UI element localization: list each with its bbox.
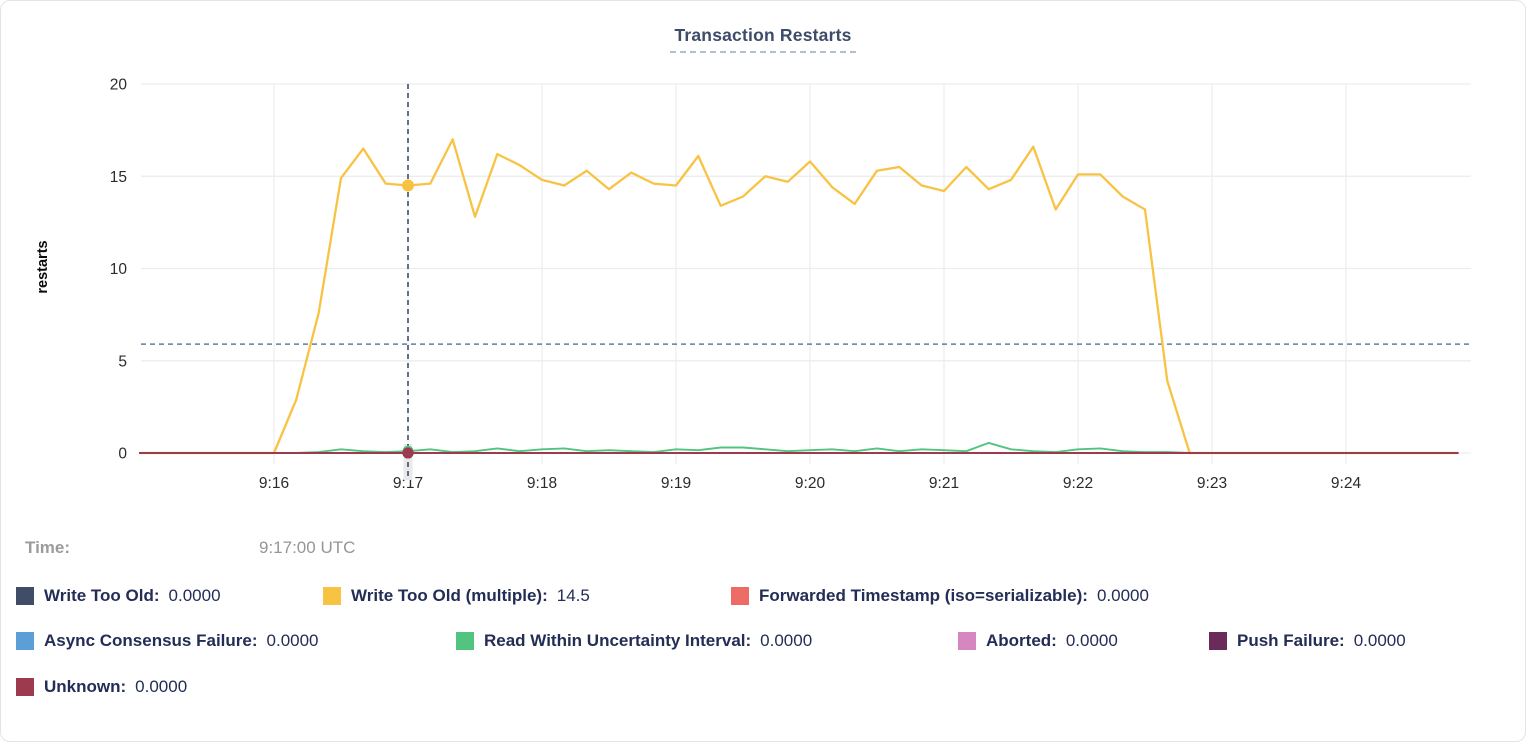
legend-item-write-too-old-multiple[interactable]: Write Too Old (multiple): 14.5 — [323, 586, 590, 606]
legend-item-forwarded-timestamp-iso-serializable[interactable]: Forwarded Timestamp (iso=serializable): 0… — [731, 586, 1149, 606]
x-tick-label: 9:19 — [661, 475, 691, 492]
chart-title[interactable]: Transaction Restarts — [670, 25, 856, 53]
legend-swatch-icon — [456, 632, 474, 650]
y-tick-label: 5 — [118, 353, 127, 370]
y-axis-label: restarts — [35, 240, 51, 293]
legend-label: Write Too Old: — [44, 586, 160, 605]
plot-area[interactable] — [141, 84, 1471, 453]
legend-swatch-icon — [323, 587, 341, 605]
x-tick-label: 9:16 — [259, 475, 289, 492]
legend-value: 14.5 — [556, 586, 590, 605]
legend-label: Aborted: — [986, 631, 1057, 650]
legend-item-read-within-uncertainty-interval[interactable]: Read Within Uncertainty Interval: 0.0000 — [456, 631, 812, 651]
legend-swatch-icon — [16, 587, 34, 605]
x-tick-label: 9:21 — [929, 475, 959, 492]
chart-title-wrap: Transaction Restarts — [1, 25, 1525, 53]
legend-swatch-icon — [731, 587, 749, 605]
legend-swatch-icon — [958, 632, 976, 650]
legend-item-async-consensus-failure[interactable]: Async Consensus Failure: 0.0000 — [16, 631, 319, 651]
legend-value: 0.0000 — [1353, 631, 1406, 650]
restarts-chart-svg[interactable]: 20 15 10 5 0 9:16 9:17 9:18 9:19 9:20 9:21 9:22 9:23… — [1, 1, 1528, 513]
legend-item-push-failure[interactable]: Push Failure: 0.0000 — [1209, 631, 1406, 651]
y-tick-label: 15 — [110, 169, 127, 186]
y-tick-label: 10 — [110, 261, 128, 278]
legend-swatch-icon — [1209, 632, 1227, 650]
y-tick-label: 20 — [110, 77, 128, 94]
legend-swatch-icon — [16, 632, 34, 650]
legend-value: 0.0000 — [1096, 586, 1149, 605]
x-tick-label: 9:20 — [795, 475, 826, 492]
legend-value: 0.0000 — [1065, 631, 1118, 650]
legend-item-unknown[interactable]: Unknown: 0.0000 — [16, 677, 187, 697]
legend-item-aborted[interactable]: Aborted: 0.0000 — [958, 631, 1118, 651]
legend-value: 0.0000 — [266, 631, 319, 650]
legend-label: Unknown: — [44, 677, 127, 696]
x-tick-label: 9:18 — [527, 475, 557, 492]
x-tick-label: 9:22 — [1063, 475, 1093, 492]
legend-item-write-too-old[interactable]: Write Too Old: 0.0000 — [16, 586, 221, 606]
tooltip-time-row: Time: 9:17:00 UTC — [1, 538, 1525, 562]
legend-value: 0.0000 — [135, 677, 188, 696]
x-tick-label: 9:24 — [1331, 475, 1362, 492]
legend-label: Async Consensus Failure: — [44, 631, 258, 650]
tooltip-time-value: 9:17:00 UTC — [259, 538, 356, 557]
tooltip-time-label: Time: — [25, 538, 71, 557]
legend-label: Write Too Old (multiple): — [351, 586, 548, 605]
legend-label: Push Failure: — [1237, 631, 1345, 650]
x-tick-label: 9:17 — [393, 475, 423, 492]
legend-value: 0.0000 — [168, 586, 221, 605]
legend-value: 0.0000 — [760, 631, 813, 650]
cursor-dot — [402, 447, 414, 459]
legend-label: Read Within Uncertainty Interval: — [484, 631, 752, 650]
cursor-dot — [402, 179, 414, 192]
legend-swatch-icon — [16, 678, 34, 696]
legend-label: Forwarded Timestamp (iso=serializable): — [759, 586, 1088, 605]
y-tick-label: 0 — [118, 446, 127, 463]
x-tick-label: 9:23 — [1197, 475, 1227, 492]
